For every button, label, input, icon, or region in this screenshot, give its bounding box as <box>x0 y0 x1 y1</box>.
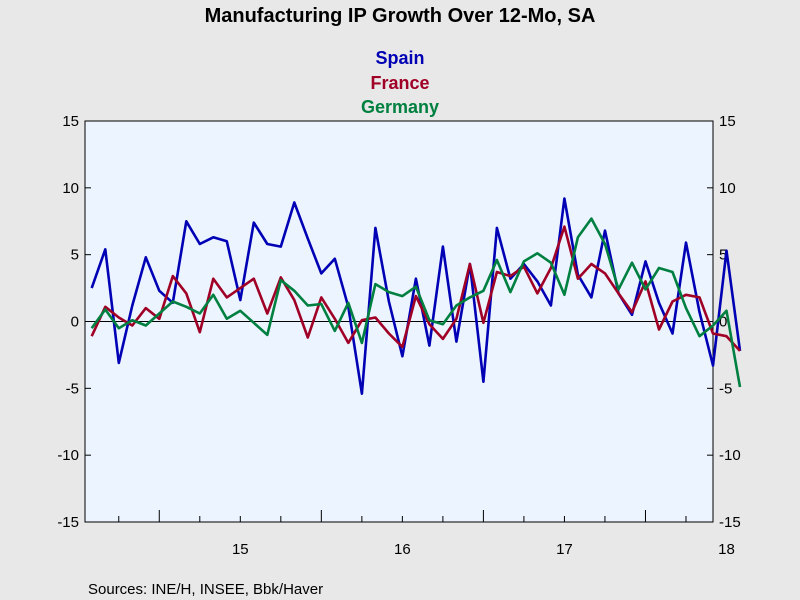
y-tick-label-right: 0 <box>719 314 727 331</box>
legend-spain: Spain <box>375 48 424 68</box>
y-tick-label-right: 5 <box>719 247 727 264</box>
y-tick-label-left: -15 <box>57 514 79 531</box>
chart-title: Manufacturing IP Growth Over 12-Mo, SA <box>205 5 596 27</box>
y-tick-label-left: 0 <box>71 314 79 331</box>
series-lines <box>90 197 742 396</box>
y-axis-ticks: -15 -15 -10 -10 -5 -5 0 0 5 5 10 10 15 15 <box>57 113 740 531</box>
x-axis-ticks: 15 16 17 18 <box>118 510 735 558</box>
x-tick-label: 18 <box>718 541 735 558</box>
source-note: Sources: INE/H, INSEE, Bbk/Haver <box>88 581 323 598</box>
y-tick-label-right: -5 <box>719 380 732 397</box>
series-line-spain <box>90 197 742 396</box>
x-tick-label: 16 <box>394 541 411 558</box>
y-tick-label-left: 15 <box>62 113 79 130</box>
x-tick-label: 15 <box>232 541 249 558</box>
legend-france: France <box>370 73 429 93</box>
y-tick-label-left: 5 <box>71 247 79 264</box>
y-tick-label-left: -5 <box>66 380 79 397</box>
y-tick-label-right: -10 <box>719 447 741 464</box>
y-tick-label-right: 10 <box>719 180 736 197</box>
legend-germany: Germany <box>361 97 439 117</box>
y-tick-label-right: -15 <box>719 514 741 531</box>
y-tick-label-right: 15 <box>719 113 736 130</box>
y-tick-label-left: -10 <box>57 447 79 464</box>
series-line-france <box>90 225 741 352</box>
x-tick-label: 17 <box>556 541 573 558</box>
y-tick-label-left: 10 <box>62 180 79 197</box>
series-line-germany <box>90 217 742 388</box>
